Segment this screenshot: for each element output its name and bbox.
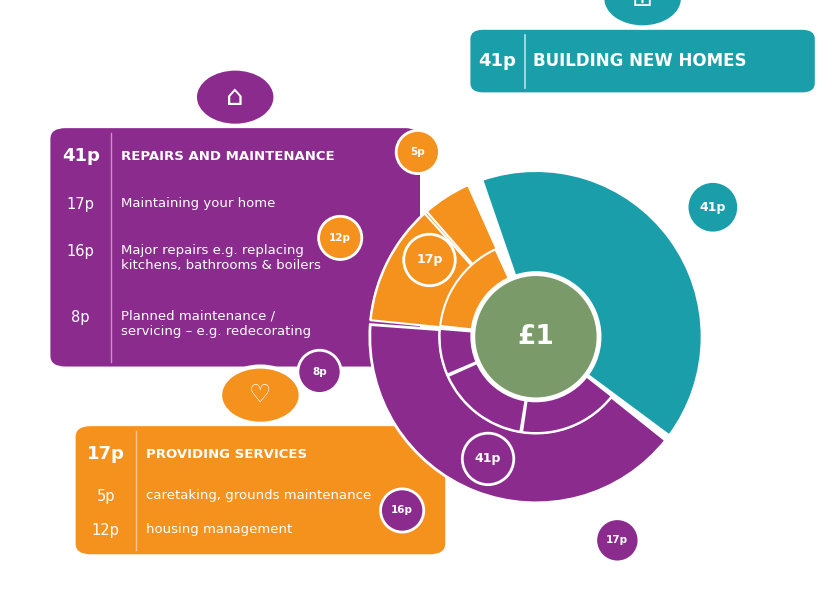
Text: BUILDING NEW HOMES: BUILDING NEW HOMES xyxy=(533,52,747,70)
Wedge shape xyxy=(427,185,496,264)
Text: 5p: 5p xyxy=(97,489,115,504)
Wedge shape xyxy=(370,186,510,330)
Text: ⌂: ⌂ xyxy=(227,83,244,111)
Text: 12p: 12p xyxy=(329,233,351,243)
Text: 17p: 17p xyxy=(417,253,443,266)
Text: 41p: 41p xyxy=(61,147,100,165)
Text: Major repairs e.g. replacing
kitchens, bathrooms & boilers: Major repairs e.g. replacing kitchens, b… xyxy=(121,244,321,272)
FancyBboxPatch shape xyxy=(50,128,420,367)
Circle shape xyxy=(596,519,639,562)
Wedge shape xyxy=(370,213,471,327)
Text: REPAIRS AND MAINTENANCE: REPAIRS AND MAINTENANCE xyxy=(121,150,334,163)
Circle shape xyxy=(418,255,432,265)
Circle shape xyxy=(220,367,301,424)
FancyBboxPatch shape xyxy=(470,30,815,92)
Text: 12p: 12p xyxy=(92,523,120,538)
Text: caretaking, grounds maintenance: caretaking, grounds maintenance xyxy=(146,489,371,502)
Circle shape xyxy=(298,350,341,393)
Text: Maintaining your home: Maintaining your home xyxy=(121,197,276,210)
Circle shape xyxy=(195,69,276,126)
Text: Planned maintenance /
servicing – e.g. redecorating: Planned maintenance / servicing – e.g. r… xyxy=(121,310,311,338)
Text: ⊞: ⊞ xyxy=(633,0,654,11)
Circle shape xyxy=(404,234,455,285)
Text: 8p: 8p xyxy=(71,310,90,325)
Text: 41p: 41p xyxy=(475,452,501,465)
Wedge shape xyxy=(482,170,702,436)
FancyBboxPatch shape xyxy=(76,426,445,554)
Circle shape xyxy=(462,433,514,485)
Text: 17p: 17p xyxy=(66,197,95,212)
Text: 41p: 41p xyxy=(478,52,517,70)
Text: £1: £1 xyxy=(517,324,554,350)
Circle shape xyxy=(479,454,492,464)
Text: 5p: 5p xyxy=(411,147,425,157)
Wedge shape xyxy=(522,375,612,433)
Text: PROVIDING SERVICES: PROVIDING SERVICES xyxy=(146,448,307,461)
Wedge shape xyxy=(370,325,666,503)
Text: 16p: 16p xyxy=(391,505,413,516)
Text: 16p: 16p xyxy=(66,244,95,259)
Circle shape xyxy=(396,131,439,173)
Text: 41p: 41p xyxy=(700,201,726,214)
Text: housing management: housing management xyxy=(146,523,292,536)
Circle shape xyxy=(602,0,683,27)
Text: ♡: ♡ xyxy=(249,383,271,407)
Text: 17p: 17p xyxy=(606,535,628,545)
Text: 17p: 17p xyxy=(87,445,125,463)
Circle shape xyxy=(381,489,423,532)
Wedge shape xyxy=(448,362,526,432)
Wedge shape xyxy=(439,329,478,374)
Circle shape xyxy=(318,216,362,259)
Circle shape xyxy=(687,182,738,233)
Text: 8p: 8p xyxy=(312,367,327,377)
Circle shape xyxy=(473,274,599,400)
